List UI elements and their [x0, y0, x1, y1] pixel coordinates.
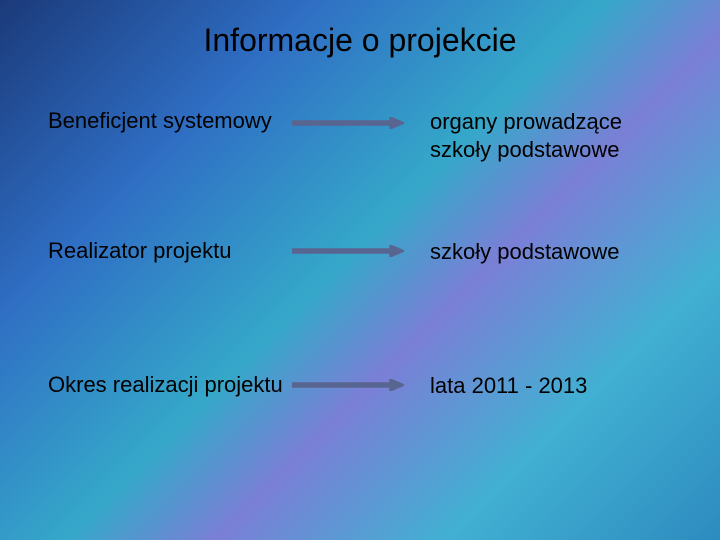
row-label: Okres realizacji projektu [48, 372, 283, 398]
slide-title: Informacje o projekcie [0, 22, 720, 59]
row-value-line: lata 2011 - 2013 [430, 372, 587, 400]
slide: Informacje o projekcie Beneficjent syste… [0, 0, 720, 540]
row-label: Beneficjent systemowy [48, 108, 272, 134]
arrow-right-icon [292, 244, 404, 262]
arrow-right-icon [292, 116, 404, 134]
row-value-line: szkoły podstawowe [430, 136, 622, 164]
row-value: organy prowadząceszkoły podstawowe [430, 108, 622, 163]
arrow-right-icon [292, 378, 404, 396]
row-value: lata 2011 - 2013 [430, 372, 587, 400]
row-value-line: szkoły podstawowe [430, 238, 620, 266]
row-label: Realizator projektu [48, 238, 231, 264]
row-value-line: organy prowadzące [430, 108, 622, 136]
row-value: szkoły podstawowe [430, 238, 620, 266]
